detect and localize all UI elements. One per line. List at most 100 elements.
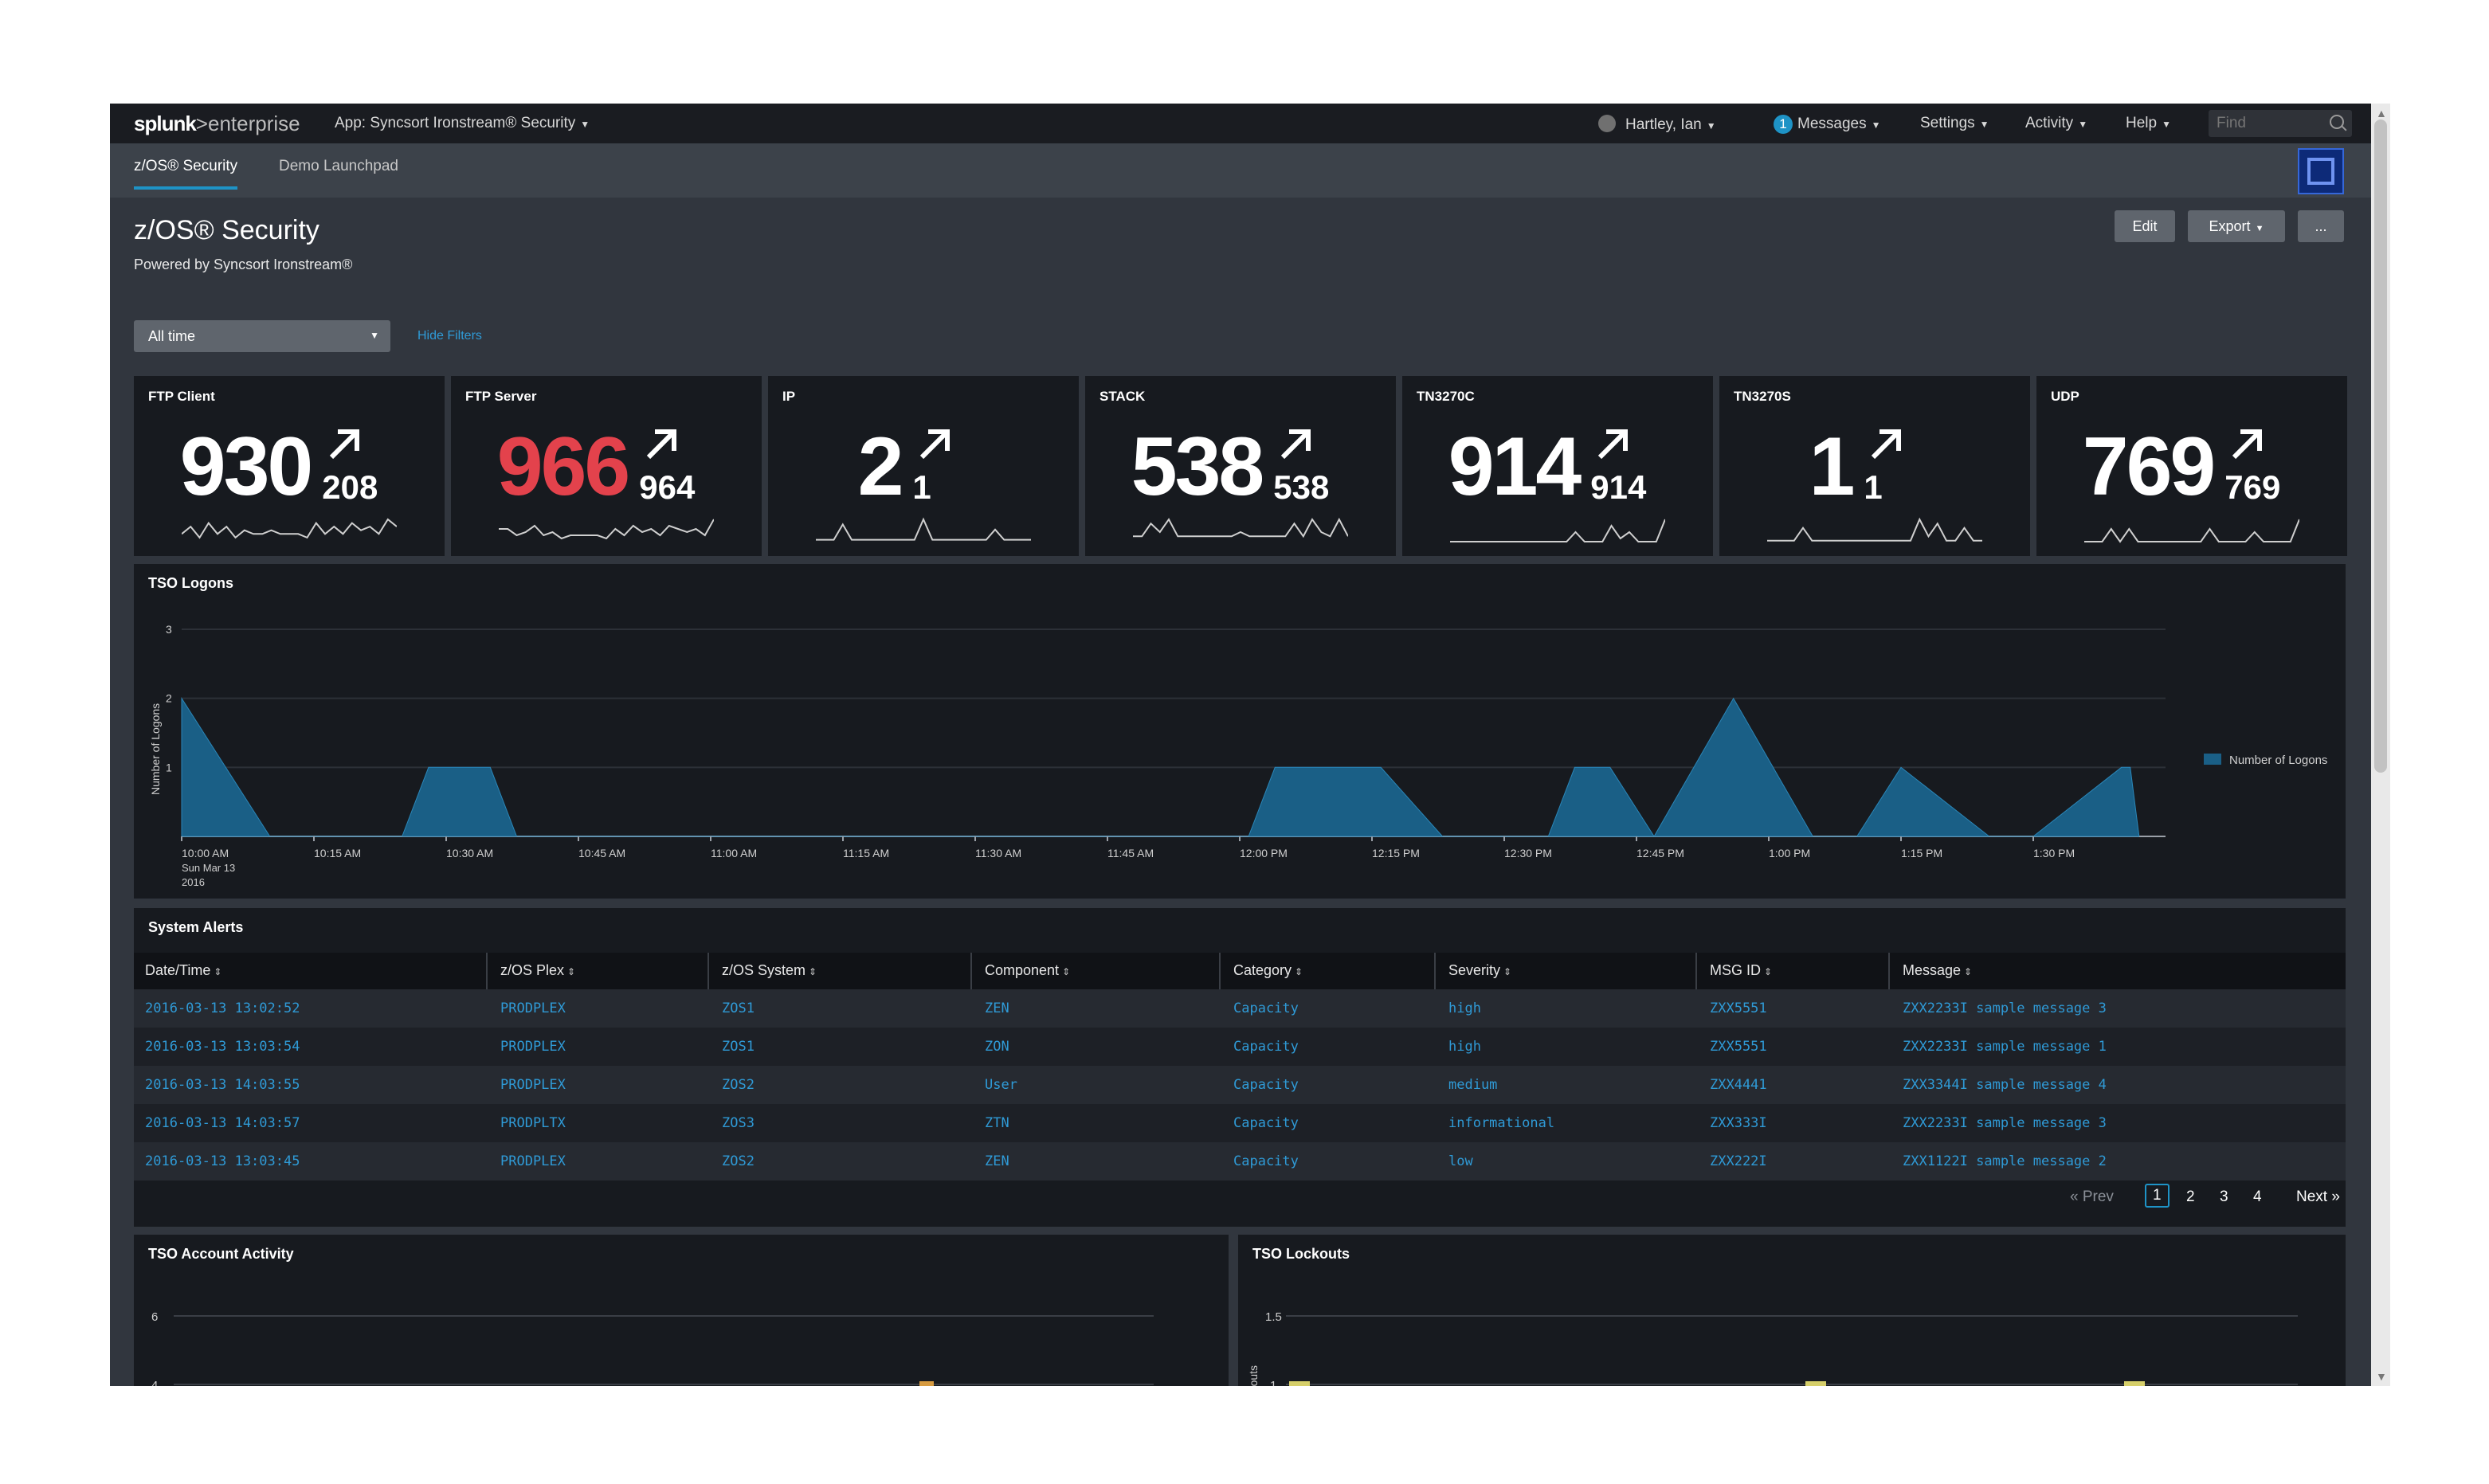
table-cell[interactable]: PRODPLTX [500, 1115, 566, 1131]
activity-menu-label: Activity [2025, 115, 2074, 131]
table-cell[interactable]: ZOS1 [722, 1039, 755, 1055]
window-scrollbar[interactable]: ▲ ▼ [2371, 104, 2390, 1386]
table-cell[interactable]: ZXX2233I sample message 3 [1903, 1000, 2107, 1016]
tab-zos-security[interactable]: z/OS® Security [134, 158, 238, 190]
scroll-down-icon[interactable]: ▼ [2376, 1370, 2387, 1383]
single-value-panel: TN3270S 1 1 [1719, 376, 2030, 556]
table-cell[interactable]: ZXX2233I sample message 1 [1903, 1039, 2107, 1055]
x-tick-sublabel: 2016 [182, 876, 205, 888]
scroll-up-icon[interactable]: ▲ [2376, 107, 2387, 119]
table-cell[interactable]: ZEN [985, 1000, 1009, 1016]
column-header[interactable]: Message ⇕ [1903, 962, 1972, 979]
table-cell[interactable]: ZXX4441 [1710, 1077, 1767, 1093]
splunk-logo[interactable]: splunk>enterprise [134, 112, 300, 136]
table-cell[interactable]: ZXX5551 [1710, 1000, 1767, 1016]
table-cell[interactable]: PRODPLEX [500, 1077, 566, 1093]
column-header[interactable]: Component ⇕ [985, 962, 1070, 979]
single-value-title: TN3270S [1734, 389, 1791, 404]
table-cell[interactable]: PRODPLEX [500, 1039, 566, 1055]
table-cell[interactable]: Capacity [1233, 1077, 1299, 1093]
find-input[interactable] [2209, 110, 2328, 137]
tso-lockouts-chart: 1.5 1 Lockouts [1247, 1310, 2298, 1386]
caret-down-icon: ▼ [2162, 119, 2171, 130]
sparkline [816, 517, 1031, 541]
table-cell[interactable]: ZOS3 [722, 1115, 755, 1131]
table-cell[interactable]: 2016-03-13 13:03:54 [145, 1039, 300, 1055]
single-value-panel: IP 2 1 [768, 376, 1079, 556]
table-cell[interactable]: ZXX5551 [1710, 1039, 1767, 1055]
table-cell[interactable]: Capacity [1233, 1039, 1299, 1055]
caret-down-icon: ▼ [580, 119, 590, 130]
table-cell[interactable]: ZXX2233I sample message 3 [1903, 1115, 2107, 1131]
hide-filters-link[interactable]: Hide Filters [417, 329, 482, 343]
column-header[interactable]: MSG ID ⇕ [1710, 962, 1772, 979]
column-header[interactable]: Category ⇕ [1233, 962, 1303, 979]
table-cell[interactable]: ZOS2 [722, 1077, 755, 1093]
find-box [2209, 110, 2352, 137]
pager-page[interactable]: 3 [2220, 1188, 2228, 1205]
table-cell[interactable]: ZXX3344I sample message 4 [1903, 1077, 2107, 1093]
table-cell[interactable]: low [1448, 1153, 1473, 1169]
column-header[interactable]: z/OS System ⇕ [722, 962, 817, 979]
table-cell[interactable]: ZON [985, 1039, 1009, 1055]
table-cell[interactable]: Capacity [1233, 1153, 1299, 1169]
caret-down-icon: ▼ [2255, 224, 2264, 233]
sort-icon: ⇕ [809, 966, 817, 977]
table-cell[interactable]: 2016-03-13 13:02:52 [145, 1000, 300, 1016]
trend-indicator: 1 [912, 425, 989, 508]
time-range-picker[interactable]: All time ▼ [134, 320, 390, 352]
single-value-title: FTP Server [465, 389, 537, 404]
x-tick-label: 1:30 PM [2033, 847, 2075, 859]
table-cell[interactable]: informational [1448, 1115, 1555, 1131]
table-row[interactable]: 2016-03-13 14:03:57 PRODPLTX ZOS3 ZTN Capaci… [134, 1104, 2346, 1142]
column-header[interactable]: Date/Time ⇕ [145, 962, 221, 979]
settings-menu[interactable]: Settings ▼ [1920, 115, 1989, 132]
search-icon[interactable] [2330, 115, 2344, 129]
messages-menu[interactable]: 1 Messages ▼ [1774, 115, 1881, 134]
legend-label[interactable]: Number of Logons [2229, 754, 2327, 767]
pager-prev[interactable]: « Prev [2070, 1188, 2114, 1205]
column-header[interactable]: z/OS Plex ⇕ [500, 962, 575, 979]
table-cell[interactable]: high [1448, 1039, 1481, 1055]
table-cell[interactable]: ZTN [985, 1115, 1009, 1131]
table-cell[interactable]: ZXX333I [1710, 1115, 1767, 1131]
column-divider [708, 953, 709, 989]
table-row[interactable]: 2016-03-13 14:03:55 PRODPLEX ZOS2 User Capac… [134, 1066, 2346, 1104]
tab-demo-launchpad[interactable]: Demo Launchpad [279, 158, 398, 174]
table-row[interactable]: 2016-03-13 13:03:45 PRODPLEX ZOS2 ZEN Capaci… [134, 1142, 2346, 1181]
export-button[interactable]: Export ▼ [2188, 210, 2285, 242]
table-cell[interactable]: 2016-03-13 13:03:45 [145, 1153, 300, 1169]
pager-page[interactable]: 4 [2253, 1188, 2262, 1205]
table-cell[interactable]: PRODPLEX [500, 1153, 566, 1169]
single-value-row: 966 964 [451, 425, 762, 508]
table-cell[interactable]: medium [1448, 1077, 1498, 1093]
activity-menu[interactable]: Activity ▼ [2025, 115, 2087, 132]
scrollbar-thumb[interactable] [2374, 119, 2387, 773]
table-row[interactable]: 2016-03-13 13:03:54 PRODPLEX ZOS1 ZON Capaci… [134, 1028, 2346, 1066]
pager-page[interactable]: 2 [2186, 1188, 2195, 1205]
pager-next[interactable]: Next » [2296, 1188, 2340, 1205]
table-cell[interactable]: ZXX1122I sample message 2 [1903, 1153, 2107, 1169]
column-header[interactable]: Severity ⇕ [1448, 962, 1511, 979]
pager-page[interactable]: 1 [2145, 1184, 2170, 1208]
table-cell[interactable]: 2016-03-13 14:03:55 [145, 1077, 300, 1093]
table-cell[interactable]: ZEN [985, 1153, 1009, 1169]
single-value-delta: 1 [1864, 468, 1883, 506]
table-cell[interactable]: ZOS1 [722, 1000, 755, 1016]
table-row[interactable]: 2016-03-13 13:02:52 PRODPLEX ZOS1 ZEN Capaci… [134, 989, 2346, 1028]
help-menu[interactable]: Help ▼ [2126, 115, 2171, 132]
table-cell[interactable]: ZOS2 [722, 1153, 755, 1169]
user-menu[interactable]: Hartley, Ian ▼ [1598, 115, 1716, 134]
more-button[interactable]: ... [2298, 210, 2344, 242]
edit-button[interactable]: Edit [2115, 210, 2175, 242]
table-cell[interactable]: Capacity [1233, 1000, 1299, 1016]
app-menu[interactable]: App: Syncsort Ironstream® Security ▼ [335, 115, 590, 132]
table-cell[interactable]: ZXX222I [1710, 1153, 1767, 1169]
sparkline-line [1450, 519, 1665, 542]
table-cell[interactable]: Capacity [1233, 1115, 1299, 1131]
table-cell[interactable]: 2016-03-13 14:03:57 [145, 1115, 300, 1131]
table-cell[interactable]: high [1448, 1000, 1481, 1016]
table-cell[interactable]: PRODPLEX [500, 1000, 566, 1016]
caret-down-icon: ▼ [1706, 120, 1716, 131]
table-cell[interactable]: User [985, 1077, 1017, 1093]
